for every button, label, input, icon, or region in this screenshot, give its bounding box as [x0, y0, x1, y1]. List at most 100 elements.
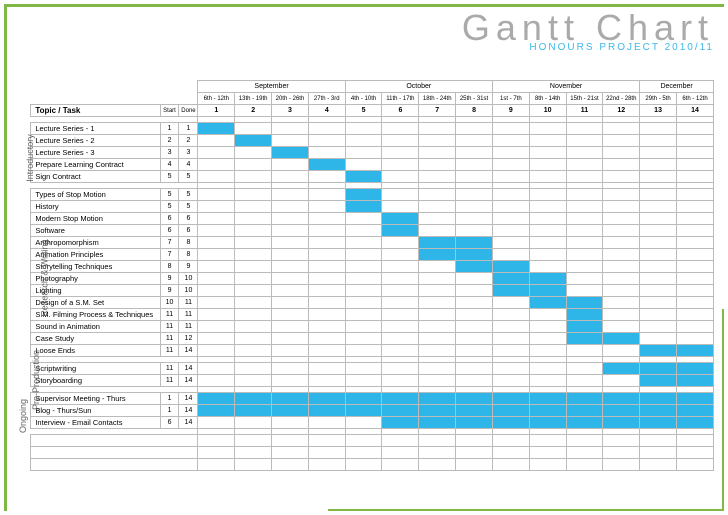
task-name: Case Study — [31, 333, 160, 345]
date-header: 15th - 21st — [566, 93, 603, 105]
table-row: Interview - Email Contacts614 — [14, 417, 714, 429]
gantt-cell — [603, 189, 640, 201]
done-week: 1 — [179, 123, 198, 135]
gantt-cell — [198, 273, 235, 285]
gantt-cell — [492, 159, 529, 171]
gantt-cell — [382, 123, 419, 135]
date-header: 1st - 7th — [492, 93, 529, 105]
week-header: 4 — [308, 105, 345, 117]
gantt-cell — [529, 393, 566, 405]
gantt-cell — [676, 345, 713, 357]
gantt-cell — [345, 159, 382, 171]
table-row: Lecture Series - 222 — [14, 135, 714, 147]
gantt-cell — [529, 321, 566, 333]
gantt-cell — [492, 405, 529, 417]
gantt-cell — [676, 123, 713, 135]
gantt-cell — [419, 285, 456, 297]
gantt-cell — [456, 297, 493, 309]
start-week: 11 — [160, 345, 179, 357]
gantt-cell — [308, 285, 345, 297]
done-week: 5 — [179, 171, 198, 183]
gantt-cell — [603, 405, 640, 417]
done-week: 11 — [179, 321, 198, 333]
start-week: 3 — [160, 147, 179, 159]
done-header: Done — [179, 105, 198, 117]
gantt-cell — [603, 135, 640, 147]
gantt-cell — [640, 417, 677, 429]
done-week: 2 — [179, 135, 198, 147]
gantt-cell — [382, 135, 419, 147]
week-header: 5 — [345, 105, 382, 117]
month-header: September — [198, 81, 345, 93]
gantt-cell — [382, 201, 419, 213]
gantt-cell — [272, 171, 309, 183]
start-week: 6 — [160, 225, 179, 237]
date-header: 22nd - 28th — [603, 93, 640, 105]
gantt-cell — [382, 261, 419, 273]
table-row: Loose Ends1114 — [14, 345, 714, 357]
gantt-cell — [603, 123, 640, 135]
gantt-cell — [235, 135, 272, 147]
gantt-cell — [603, 333, 640, 345]
gantt-cell — [419, 225, 456, 237]
gantt-cell — [456, 171, 493, 183]
gantt-cell — [640, 375, 677, 387]
task-name: Anthropomorphism — [31, 237, 160, 249]
gantt-cell — [198, 333, 235, 345]
gantt-cell — [529, 405, 566, 417]
gantt-cell — [456, 261, 493, 273]
gantt-cell — [308, 393, 345, 405]
gantt-cell — [492, 237, 529, 249]
gantt-cell — [308, 189, 345, 201]
gantt-cell — [456, 159, 493, 171]
week-header: 10 — [529, 105, 566, 117]
gantt-cell — [345, 321, 382, 333]
gantt-cell — [382, 345, 419, 357]
gantt-cell — [235, 393, 272, 405]
date-header: 25th - 31st — [456, 93, 493, 105]
gantt-cell — [676, 237, 713, 249]
table-row: Design of a S.M. Set1011 — [14, 297, 714, 309]
gantt-cell — [419, 345, 456, 357]
gantt-cell — [198, 375, 235, 387]
task-name: Storyboarding — [31, 375, 160, 387]
gantt-cell — [566, 201, 603, 213]
gantt-cell — [676, 225, 713, 237]
gantt-cell — [419, 405, 456, 417]
week-header: 11 — [566, 105, 603, 117]
start-week: 5 — [160, 201, 179, 213]
gantt-cell — [566, 237, 603, 249]
section-label: Ongoing — [18, 398, 28, 432]
gantt-cell — [566, 249, 603, 261]
section-label: Research & Writing — [40, 239, 50, 316]
gantt-table: SeptemberOctoberNovemberDecember6th - 12… — [14, 80, 714, 471]
gantt-cell — [308, 345, 345, 357]
gantt-cell — [676, 333, 713, 345]
gantt-cell — [198, 363, 235, 375]
gantt-cell — [419, 237, 456, 249]
week-header: 13 — [640, 105, 677, 117]
month-header: December — [640, 81, 714, 93]
gantt-cell — [640, 225, 677, 237]
gantt-cell — [676, 135, 713, 147]
task-name: Supervisor Meeting - Thurs — [31, 393, 160, 405]
gantt-cell — [345, 189, 382, 201]
gantt-cell — [198, 135, 235, 147]
gantt-cell — [382, 213, 419, 225]
gantt-cell — [456, 405, 493, 417]
gantt-cell — [308, 225, 345, 237]
gantt-cell — [419, 417, 456, 429]
gantt-cell — [308, 273, 345, 285]
gantt-cell — [456, 309, 493, 321]
start-week: 1 — [160, 405, 179, 417]
gantt-cell — [603, 237, 640, 249]
gantt-cell — [345, 261, 382, 273]
gantt-cell — [272, 261, 309, 273]
gantt-cell — [235, 213, 272, 225]
gantt-cell — [566, 309, 603, 321]
gantt-cell — [272, 297, 309, 309]
gantt-cell — [566, 147, 603, 159]
gantt-cell — [566, 159, 603, 171]
gantt-cell — [676, 321, 713, 333]
date-header: 29th - 5th — [640, 93, 677, 105]
